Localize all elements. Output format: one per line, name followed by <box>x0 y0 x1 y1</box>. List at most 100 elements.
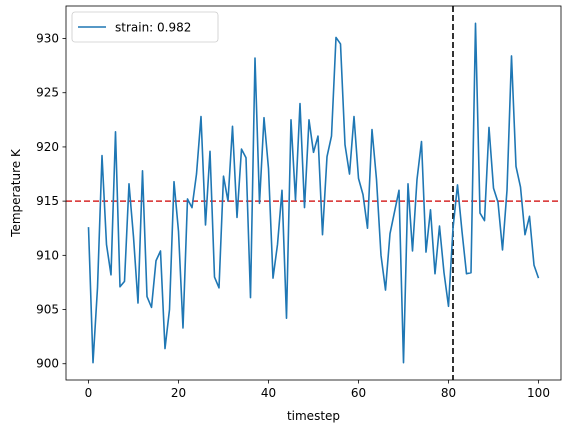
data-point <box>330 134 333 137</box>
data-point <box>456 183 459 186</box>
data-point <box>217 286 220 289</box>
data-point <box>289 118 292 121</box>
data-point <box>190 206 193 209</box>
data-point <box>231 125 234 128</box>
data-point <box>258 202 261 205</box>
data-point <box>114 130 117 133</box>
data-point <box>415 178 418 181</box>
data-point <box>397 189 400 192</box>
data-point <box>285 317 288 320</box>
x-tick-label: 0 <box>85 386 93 400</box>
data-point <box>433 272 436 275</box>
data-point <box>379 254 382 257</box>
data-point <box>118 285 121 288</box>
legend-label: strain: 0.982 <box>115 21 191 35</box>
data-point <box>438 224 441 227</box>
data-point <box>366 227 369 230</box>
data-point <box>145 295 148 298</box>
data-point <box>172 180 175 183</box>
data-point <box>235 216 238 219</box>
x-axis-label: timestep <box>287 409 340 423</box>
data-point <box>168 308 171 311</box>
y-tick-label: 915 <box>36 194 59 208</box>
data-point <box>406 182 409 185</box>
data-point <box>271 277 274 280</box>
data-point <box>519 185 522 188</box>
data-point <box>294 198 297 201</box>
data-point <box>141 169 144 172</box>
data-point <box>222 175 225 178</box>
x-tick-label: 80 <box>441 386 456 400</box>
data-point <box>132 235 135 238</box>
data-point <box>213 275 216 278</box>
data-point <box>424 250 427 253</box>
data-point <box>325 155 328 158</box>
data-point <box>469 271 472 274</box>
y-tick-label: 920 <box>36 140 59 154</box>
data-point <box>474 22 477 25</box>
data-point <box>357 177 360 180</box>
data-point <box>181 326 184 329</box>
data-point <box>487 126 490 129</box>
data-point <box>186 197 189 200</box>
data-point <box>240 148 243 151</box>
data-point <box>303 206 306 209</box>
data-point <box>199 115 202 118</box>
data-point <box>496 201 499 204</box>
data-point <box>532 263 535 266</box>
data-point <box>204 223 207 226</box>
plot-area <box>66 6 561 380</box>
data-point <box>316 134 319 137</box>
data-point <box>478 211 481 214</box>
data-point <box>465 272 468 275</box>
data-point <box>483 219 486 222</box>
data-point <box>393 210 396 213</box>
series-line-strain <box>87 22 540 364</box>
data-point <box>249 296 252 299</box>
data-point <box>514 165 517 168</box>
data-point <box>100 154 103 157</box>
data-point <box>298 102 301 105</box>
data-point <box>244 156 247 159</box>
data-point <box>411 249 414 252</box>
data-point <box>492 187 495 190</box>
data-point <box>159 249 162 252</box>
data-point <box>163 347 166 350</box>
data-point <box>321 233 324 236</box>
data-point <box>267 167 270 170</box>
data-point <box>307 118 310 121</box>
x-tick-label: 40 <box>261 386 276 400</box>
data-point <box>352 115 355 118</box>
data-point <box>154 259 157 262</box>
data-point <box>510 54 513 57</box>
x-axis-ticks: 0 20 40 60 80 100 <box>85 380 550 400</box>
data-point <box>280 189 283 192</box>
data-point <box>523 233 526 236</box>
legend: strain: 0.982 <box>71 11 219 43</box>
data-point <box>177 230 180 233</box>
x-tick-label: 20 <box>171 386 186 400</box>
data-point <box>429 208 432 211</box>
data-point <box>528 215 531 218</box>
y-tick-label: 925 <box>36 86 59 100</box>
y-tick-label: 930 <box>36 32 59 46</box>
data-point <box>262 116 265 119</box>
data-point <box>87 226 90 229</box>
y-tick-label: 900 <box>36 357 59 371</box>
data-point <box>370 128 373 131</box>
y-axis-ticks: 900 905 910 915 920 925 930 <box>36 32 66 371</box>
data-point <box>276 243 279 246</box>
data-point <box>127 182 130 185</box>
data-point <box>339 42 342 45</box>
data-point <box>150 306 153 309</box>
y-tick-label: 910 <box>36 248 59 262</box>
x-tick-label: 60 <box>351 386 366 400</box>
y-tick-label: 905 <box>36 303 59 317</box>
data-point <box>361 193 364 196</box>
data-point <box>420 140 423 143</box>
x-tick-label: 100 <box>527 386 550 400</box>
data-point <box>226 200 229 203</box>
data-point <box>253 56 256 59</box>
data-point <box>402 361 405 364</box>
